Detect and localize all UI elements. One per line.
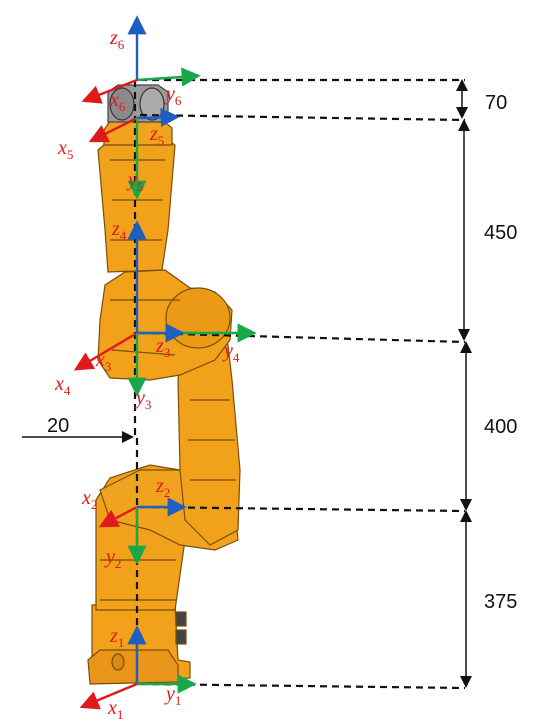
axis-x2 — [98, 505, 138, 528]
label-x3: x3 — [95, 349, 111, 374]
dimension-arrows — [22, 79, 472, 688]
elbow-cap — [165, 287, 231, 349]
ref-line-shoulder — [139, 505, 466, 513]
label-z4: z4 — [111, 218, 127, 243]
axes — [73, 15, 257, 710]
label-x1: x1 — [107, 697, 123, 722]
dim-label-375: 375 — [484, 591, 517, 613]
robot-arm — [87, 84, 241, 685]
base-connector-2 — [175, 629, 187, 645]
label-y1: y1 — [164, 683, 181, 708]
label-x5: x5 — [57, 137, 73, 162]
dim-label-450: 450 — [484, 222, 517, 244]
label-z3: z3 — [155, 335, 170, 360]
label-x4: x4 — [54, 373, 71, 398]
ref-line-wrist — [139, 113, 466, 122]
frame-labels: z6 y6 x6 x5 z5 y5 z4 z3 y4 x3 x4 y3 x2 z… — [54, 27, 240, 722]
axis-y5 — [136, 107, 180, 127]
label-y6: y6 — [164, 83, 182, 108]
label-x2: x2 — [81, 487, 97, 512]
label-y5: y5 — [126, 169, 143, 194]
axis-x1 — [79, 682, 138, 710]
gripper-end-2 — [139, 87, 165, 121]
label-z1: z1 — [109, 625, 124, 650]
dim-label-70: 70 — [485, 92, 507, 114]
label-z2: z2 — [155, 475, 170, 500]
axis-x4 — [73, 331, 138, 371]
dim-label-offset: 20 — [47, 415, 69, 437]
axis-x6 — [81, 78, 138, 104]
axis-y6 — [136, 67, 201, 87]
label-y3: y3 — [134, 387, 151, 412]
label-z6: z6 — [109, 27, 125, 52]
ref-line-elbow — [139, 331, 466, 344]
label-y4: y4 — [222, 340, 240, 365]
label-x6: x6 — [109, 89, 126, 114]
base-hole — [111, 653, 125, 671]
label-z5: z5 — [149, 123, 164, 148]
label-y2: y2 — [104, 546, 121, 571]
axis-x5 — [88, 116, 138, 143]
base-connector-1 — [175, 611, 187, 627]
dim-label-400: 400 — [484, 416, 517, 438]
base-plate — [87, 649, 179, 685]
